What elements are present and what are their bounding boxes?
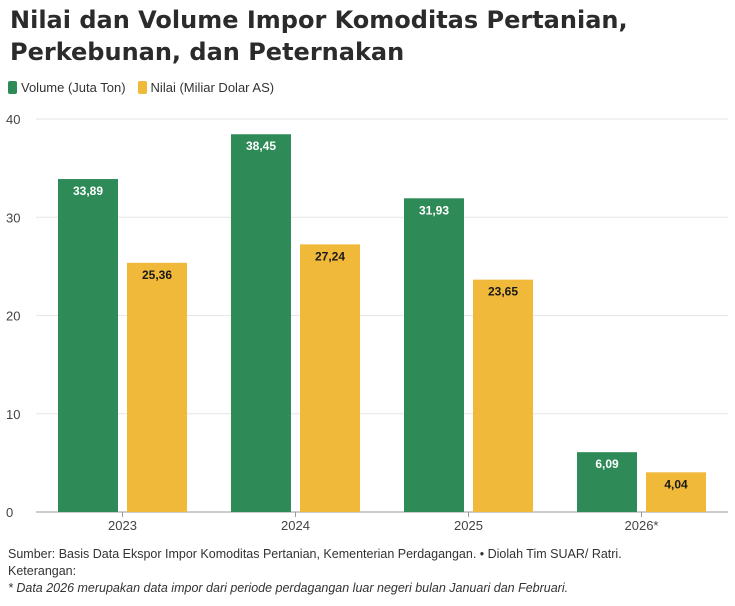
legend-item-volume[interactable]: Volume (Juta Ton) (8, 80, 126, 95)
legend-label-volume: Volume (Juta Ton) (21, 80, 126, 95)
data-label-volume: 33,89 (73, 184, 103, 198)
source-note: Sumber: Basis Data Ekspor Impor Komodita… (8, 547, 622, 561)
x-tick-label: 2026* (625, 518, 659, 533)
bar-volume (58, 179, 118, 512)
chart-footer: Sumber: Basis Data Ekspor Impor Komodita… (8, 546, 728, 597)
footnote: * Data 2026 merupakan data impor dari pe… (8, 581, 569, 595)
legend-swatch-nilai (137, 81, 147, 94)
y-tick-label: 20 (6, 309, 20, 324)
data-label-nilai: 23,65 (488, 285, 518, 299)
bar-nilai (300, 244, 360, 512)
y-tick-label: 10 (6, 407, 20, 422)
chart-title-line-2: Perkebunan, dan Peternakan (10, 38, 405, 66)
y-tick-label: 40 (6, 112, 20, 127)
data-label-nilai: 25,36 (142, 268, 172, 282)
chart-legend: Volume (Juta Ton) Nilai (Miliar Dolar AS… (8, 80, 286, 95)
bar-nilai (473, 279, 533, 512)
chart-title-line-1: Nilai dan Volume Impor Komoditas Pertani… (10, 6, 628, 34)
data-label-volume: 6,09 (595, 457, 619, 471)
bar-nilai (646, 472, 706, 512)
bar-volume (577, 452, 637, 512)
x-tick-label: 2023 (108, 518, 137, 533)
data-label-nilai: 4,04 (664, 477, 688, 491)
y-tick-label: 0 (6, 505, 13, 520)
bar-nilai (127, 262, 187, 512)
data-label-volume: 31,93 (419, 203, 449, 217)
data-label-nilai: 27,24 (315, 249, 345, 263)
legend-label-nilai: Nilai (Miliar Dolar AS) (150, 80, 275, 95)
x-tick-label: 2025 (454, 518, 483, 533)
y-tick-label: 30 (6, 210, 20, 225)
x-tick-label: 2024 (281, 518, 310, 533)
bar-chart: 0 10 20 30 40 2023 33,89 25,36 2024 38,45 27,24 202… (6, 112, 728, 533)
chart-title: Nilai dan Volume Impor Komoditas Pertani… (10, 4, 725, 68)
data-label-volume: 38,45 (246, 139, 276, 153)
bar-volume (231, 134, 291, 512)
legend-swatch-volume (8, 81, 17, 94)
legend-item-nilai[interactable]: Nilai (Miliar Dolar AS) (137, 80, 275, 95)
bar-volume (404, 198, 464, 512)
note-label: Keterangan: (8, 564, 77, 578)
